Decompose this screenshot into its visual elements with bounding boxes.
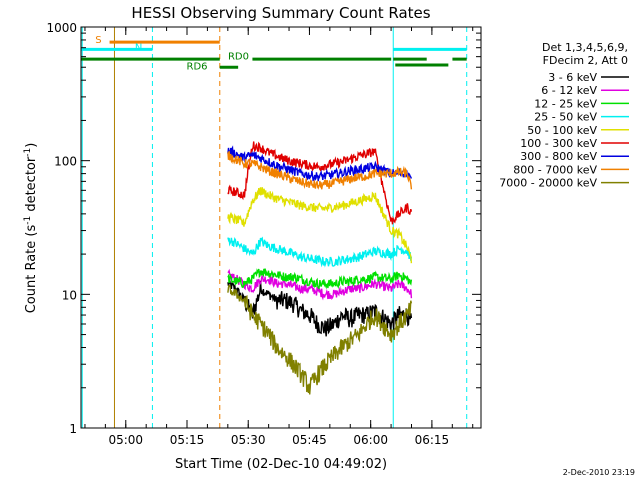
series-line-1: [227, 268, 413, 301]
x-tick-label-3: 05:45: [292, 433, 327, 447]
y-tick-label-3: 1000: [46, 21, 77, 35]
legend-label-6: 300 - 800 keV: [520, 150, 597, 163]
legend-label-0: 3 - 6 keV: [548, 71, 597, 84]
legend-label-2: 12 - 25 keV: [534, 97, 597, 110]
x-tick-label-1: 05:15: [170, 433, 205, 447]
x-axis-label: Start Time (02-Dec-10 04:49:02): [175, 457, 387, 472]
timestamp-footer: 2-Dec-2010 23:19: [563, 468, 635, 477]
legend-header-line-2: FDecim 2, Att 0: [543, 54, 628, 67]
flag-label-s: S: [95, 35, 101, 46]
legend: Det 1,3,4,5,6,9, FDecim 2, Att 0 3 - 6 k…: [499, 41, 629, 190]
legend-label-4: 50 - 100 keV: [527, 124, 597, 137]
plot-frame: [80, 26, 482, 429]
y-tick-label-0: 1: [69, 422, 77, 436]
x-tick-label-0: 05:00: [108, 433, 143, 447]
x-tick-label-5: 06:15: [415, 433, 450, 447]
flag-label-rd6: RD6: [187, 61, 208, 72]
flag-label-rd0: RD0: [228, 52, 249, 63]
series-line-3: [227, 236, 413, 268]
y-tick-label-2: 100: [54, 155, 77, 169]
series-line-7: [227, 151, 413, 190]
flag-label-n: N: [135, 42, 142, 53]
series-line-6: [227, 145, 413, 182]
legend-label-5: 100 - 300 keV: [520, 137, 597, 150]
legend-header-line-1: Det 1,3,4,5,6,9,: [542, 41, 628, 54]
chart-title: HESSI Observing Summary Count Rates: [131, 4, 430, 22]
y-axis-label: Count Rate (s-1 detector-1): [23, 143, 39, 314]
y-tick-label-1: 10: [62, 288, 77, 302]
x-tick-label-4: 06:00: [353, 433, 388, 447]
series-line-8: [227, 284, 413, 395]
series-line-2: [227, 268, 413, 290]
series-line-4: [227, 187, 413, 264]
x-tick-label-2: 05:30: [231, 433, 266, 447]
legend-label-8: 7000 - 20000 keV: [499, 177, 597, 190]
legend-label-3: 25 - 50 keV: [534, 111, 597, 124]
legend-label-7: 800 - 7000 keV: [513, 163, 597, 176]
legend-label-1: 6 - 12 keV: [541, 84, 597, 97]
plot-area: S N RD0 RD6: [81, 26, 481, 429]
